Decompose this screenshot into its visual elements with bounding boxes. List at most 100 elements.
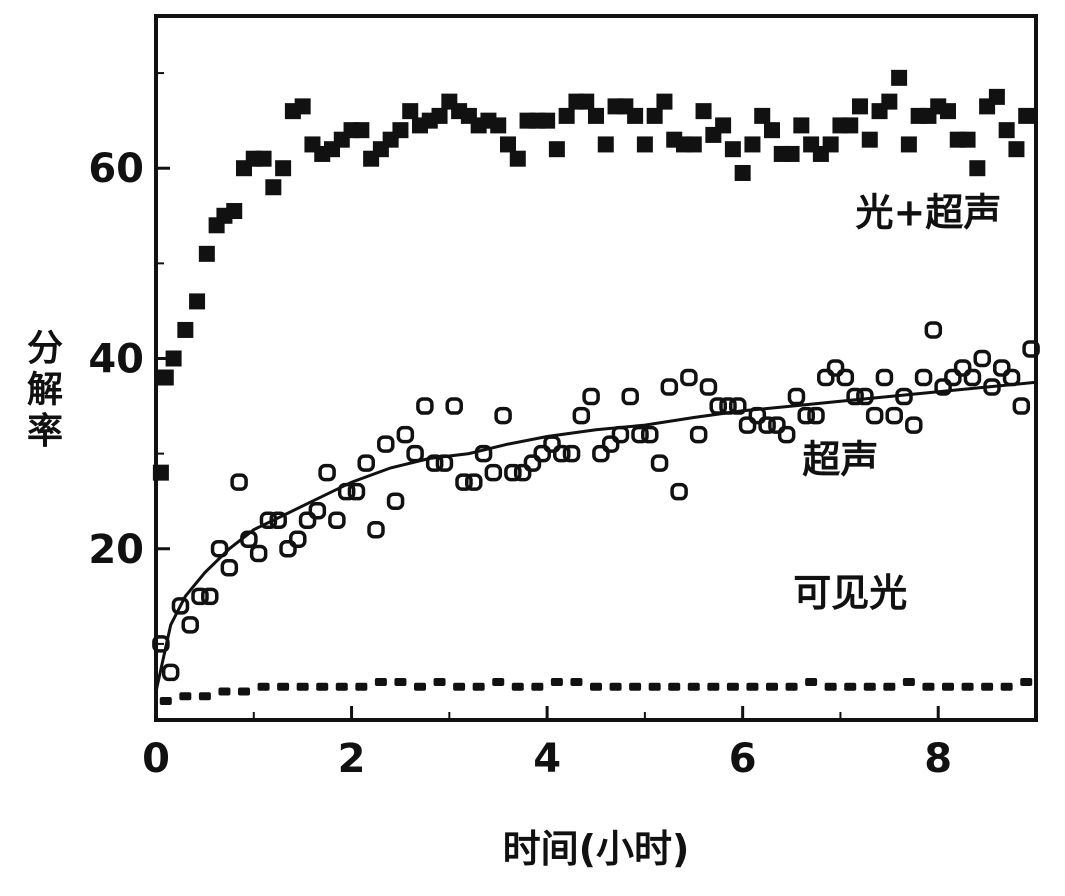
series-1-point-42 xyxy=(562,444,581,463)
y-axis-title-char-2: 率 xyxy=(27,411,63,452)
series-0-point-76 xyxy=(891,69,908,86)
series-1-point-37 xyxy=(513,463,532,482)
series-1-point-66 xyxy=(797,406,815,425)
x-tick-label-3: 6 xyxy=(729,736,757,782)
series-0-point-25 xyxy=(392,122,409,139)
series-0-point-1 xyxy=(157,369,174,386)
series-0-point-89 xyxy=(1018,107,1035,124)
series-3-point-36 xyxy=(863,682,876,691)
series-3-point-20 xyxy=(550,677,563,686)
series-3-point-0 xyxy=(159,696,172,705)
series-3-point-34 xyxy=(824,682,837,691)
series-1-point-3 xyxy=(181,616,199,634)
series-0-point-50 xyxy=(636,136,653,153)
series-1-point-39 xyxy=(533,444,551,463)
series-1-point-6 xyxy=(210,540,229,558)
series-label-0: 光+超声 xyxy=(856,190,1002,234)
series-3-point-23 xyxy=(609,682,622,691)
series-0-point-49 xyxy=(627,107,644,124)
series-0-point-41 xyxy=(548,141,565,158)
y-axis-title: 分解率 xyxy=(27,328,63,452)
series-0-point-81 xyxy=(940,103,956,120)
series-0-point-13 xyxy=(275,160,292,177)
series-3-point-6 xyxy=(277,682,290,691)
series-0-point-58 xyxy=(715,117,732,134)
series-1-point-60 xyxy=(738,416,757,434)
series-3-point-30 xyxy=(746,682,759,691)
series-1-point-27 xyxy=(416,397,434,415)
series-1-point-18 xyxy=(328,511,346,529)
series-1-point-51 xyxy=(650,454,669,472)
series-3-point-41 xyxy=(961,682,974,691)
series-3-point-24 xyxy=(629,682,642,691)
series-1-point-82 xyxy=(953,359,972,377)
series-1-point-52 xyxy=(660,378,679,396)
series-1-point-83 xyxy=(963,368,982,387)
series-0-point-63 xyxy=(764,122,780,139)
series-0-point-45 xyxy=(588,107,604,124)
series-3-point-3 xyxy=(218,687,231,696)
series-3-point-28 xyxy=(707,682,720,691)
series-0-point-21 xyxy=(353,122,370,139)
series-3-point-10 xyxy=(355,682,368,691)
series-3-point-19 xyxy=(531,682,544,691)
series-3-point-25 xyxy=(648,682,661,691)
series-0-point-77 xyxy=(900,136,917,153)
series-0-point-46 xyxy=(597,136,614,153)
series-0-point-65 xyxy=(783,145,800,162)
series-0-point-42 xyxy=(558,107,575,124)
series-1-point-25 xyxy=(396,425,415,444)
series-3-point-5 xyxy=(257,682,270,691)
series-1-point-62 xyxy=(758,416,776,434)
x-tick-label-0: 0 xyxy=(142,736,170,782)
x-tick-label-4: 8 xyxy=(924,736,952,782)
series-1-point-17 xyxy=(318,463,336,482)
series-1-point-24 xyxy=(386,492,405,510)
series-1-point-32 xyxy=(465,473,483,491)
series-1-point-79 xyxy=(924,321,943,339)
series-1-point-22 xyxy=(367,520,385,539)
series-0-point-75 xyxy=(881,93,898,110)
series-1-point-75 xyxy=(885,406,903,425)
series-1-point-80 xyxy=(934,378,952,396)
series-1-point-70 xyxy=(836,368,855,387)
series-1-point-46 xyxy=(601,435,620,453)
series-3-point-40 xyxy=(942,682,954,691)
series-3-point-31 xyxy=(766,682,778,691)
series-0-point-3 xyxy=(177,321,194,338)
series-0-point-52 xyxy=(656,93,673,110)
series-1-point-16 xyxy=(308,501,327,520)
series-0-point-56 xyxy=(695,103,712,120)
series-1-point-38 xyxy=(523,454,542,472)
series-0-point-59 xyxy=(724,141,741,158)
series-0-point-69 xyxy=(822,136,839,153)
x-tick-label-1: 2 xyxy=(338,736,366,782)
series-0-point-87 xyxy=(998,122,1015,139)
series-3-point-11 xyxy=(374,677,387,686)
series-0-point-8 xyxy=(226,203,243,220)
series-1-point-56 xyxy=(699,378,718,396)
series-1-point-10 xyxy=(249,544,268,563)
series-0-point-5 xyxy=(198,245,215,262)
series-0-point-4 xyxy=(189,293,206,310)
series-0-point-40 xyxy=(539,112,556,129)
series-3 xyxy=(159,677,1033,705)
series-1-point-81 xyxy=(944,368,962,387)
series-1-point-67 xyxy=(807,406,825,425)
series-0-point-55 xyxy=(685,136,702,153)
marks-layer xyxy=(152,69,1040,705)
series-1-point-34 xyxy=(484,463,503,482)
series-1-point-4 xyxy=(191,587,209,606)
series-3-point-9 xyxy=(335,682,348,691)
y-axis-title-char-1: 解 xyxy=(27,369,63,410)
series-3-point-13 xyxy=(414,682,426,691)
series-3-point-42 xyxy=(981,682,994,691)
series-1-point-15 xyxy=(298,511,317,529)
series-1 xyxy=(152,321,1040,682)
series-3-point-38 xyxy=(902,677,915,686)
x-axis-title: 时间(小时) xyxy=(503,827,690,871)
series-3-point-16 xyxy=(472,682,485,691)
series-1-point-53 xyxy=(670,482,688,501)
